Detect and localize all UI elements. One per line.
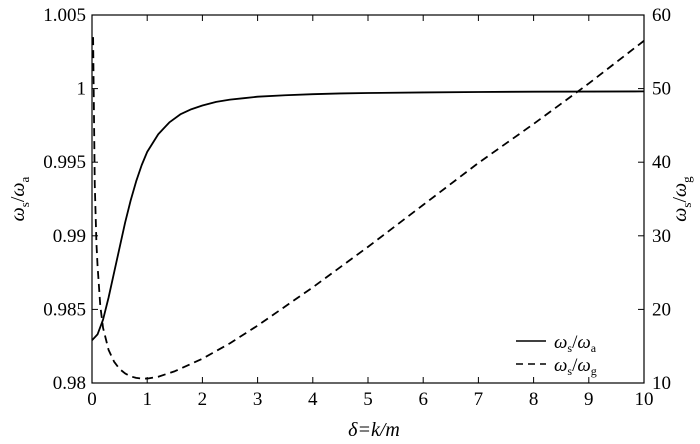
x-tick-label: 6 bbox=[418, 389, 428, 410]
y-right-tick-label: 20 bbox=[652, 299, 671, 320]
legend: ωs/ωa ωs/ωg bbox=[516, 332, 597, 378]
y-left-tick-label: 0.98 bbox=[53, 373, 86, 394]
x-tick-label: 2 bbox=[198, 389, 208, 410]
x-axis-label: δ=k/m bbox=[348, 419, 400, 441]
x-tick-label: 0 bbox=[87, 389, 97, 410]
series-lines bbox=[91, 37, 645, 380]
x-tick-label: 7 bbox=[474, 389, 484, 410]
x-tick-label: 4 bbox=[308, 389, 318, 410]
svg-text:ωs/ωa: ωs/ωa bbox=[7, 176, 32, 221]
series-line-2 bbox=[92, 37, 645, 380]
y-right-tick-label: 10 bbox=[652, 373, 671, 394]
y-left-tick-label: 1.005 bbox=[43, 5, 86, 26]
x-tick-label: 10 bbox=[635, 389, 654, 410]
x-tick-label: 5 bbox=[363, 389, 373, 410]
x-tick-label: 9 bbox=[584, 389, 594, 410]
y-right-tick-label: 30 bbox=[652, 226, 671, 247]
legend-label-series-1: ωs/ωa bbox=[554, 332, 597, 355]
legend-label-series-2: ωs/ωg bbox=[554, 355, 597, 378]
y-left-axis-label: ωs/ωa bbox=[7, 176, 32, 221]
y-left-tick-label: 0.995 bbox=[43, 152, 86, 173]
series-line-1 bbox=[91, 90, 645, 341]
y-left-tick-label: 0.99 bbox=[53, 226, 86, 247]
y-right-axis-label: ωs/ωg bbox=[669, 176, 694, 222]
x-tick-label: 1 bbox=[142, 389, 152, 410]
plot-frame bbox=[91, 14, 645, 384]
x-ticks: 0 1 2 3 4 5 6 7 8 9 10 bbox=[87, 15, 654, 410]
y-left-tick-label: 1 bbox=[77, 79, 87, 100]
y-right-tick-label: 60 bbox=[652, 5, 671, 26]
svg-text:ωs/ωg: ωs/ωg bbox=[669, 176, 694, 222]
x-tick-label: 8 bbox=[529, 389, 539, 410]
x-tick-label: 3 bbox=[253, 389, 263, 410]
y-left-tick-label: 0.985 bbox=[43, 299, 86, 320]
y-right-ticks: 10 20 30 40 50 60 bbox=[638, 5, 671, 394]
y-left-ticks: 0.98 0.985 0.99 0.995 1 1.005 bbox=[43, 5, 98, 394]
y-right-tick-label: 50 bbox=[652, 79, 671, 100]
y-right-tick-label: 40 bbox=[652, 152, 671, 173]
